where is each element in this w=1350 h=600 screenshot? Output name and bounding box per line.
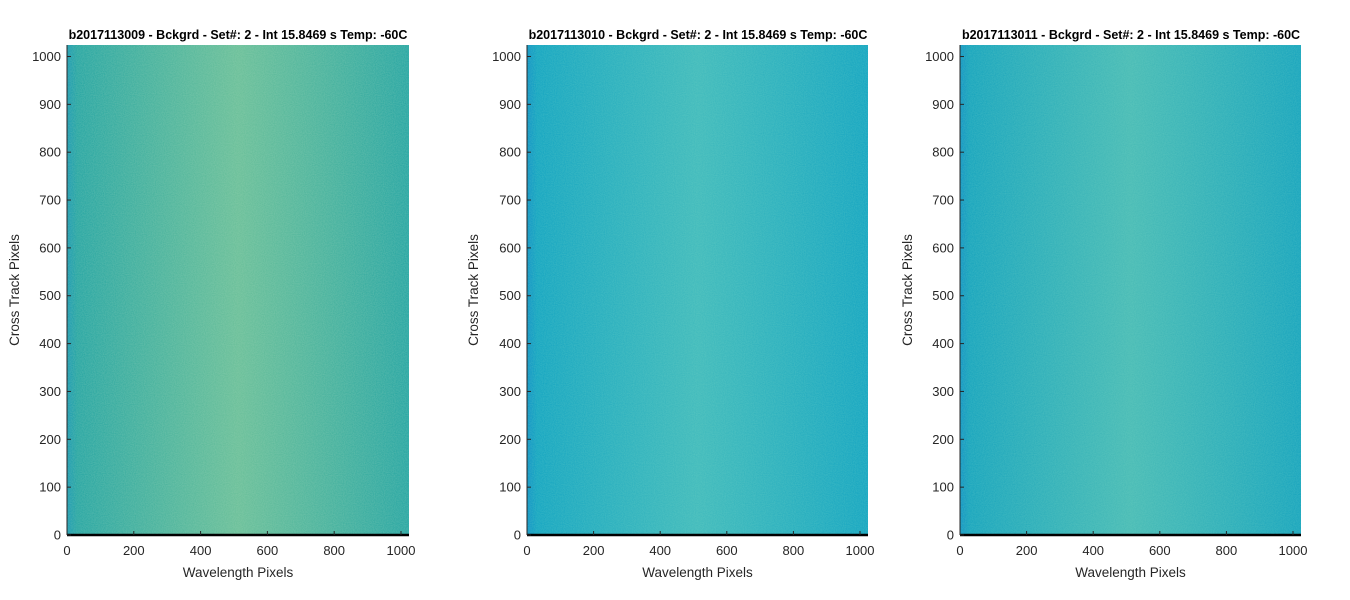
y-tick-label: 1000 — [32, 49, 61, 64]
y-tick-label: 800 — [932, 145, 954, 160]
y-axis-label: Cross Track Pixels — [7, 234, 22, 346]
y-tick-label: 600 — [932, 240, 954, 255]
chart-title: b2017113010 - Bckgrd - Set#: 2 - Int 15.… — [529, 28, 868, 42]
y-tick-label: 0 — [947, 528, 954, 543]
y-tick-label: 600 — [39, 240, 61, 255]
x-tick-label: 600 — [257, 543, 279, 558]
x-tick-label: 200 — [583, 543, 605, 558]
y-tick-label: 400 — [39, 336, 61, 351]
x-tick-label: 1000 — [387, 543, 416, 558]
y-axis-label: Cross Track Pixels — [466, 234, 481, 346]
x-axis-label: Wavelength Pixels — [1075, 565, 1186, 580]
x-tick-label: 800 — [1216, 543, 1238, 558]
y-tick-label: 800 — [499, 145, 521, 160]
x-tick-label: 400 — [649, 543, 671, 558]
x-tick-label: 600 — [716, 543, 738, 558]
x-tick-label: 400 — [1082, 543, 1104, 558]
panel-2: 0 100 200 300 400 500 600 700 800 900 1000 0 200 400 6… — [466, 28, 874, 580]
heatmap-noise — [527, 45, 868, 535]
heatmap-noise — [67, 45, 409, 535]
y-tick-label: 1000 — [925, 49, 954, 64]
y-tick-label: 900 — [39, 97, 61, 112]
chart-title: b2017113011 - Bckgrd - Set#: 2 - Int 15.… — [962, 28, 1300, 42]
heatmap-noise — [960, 45, 1301, 535]
y-tick-label: 300 — [39, 384, 61, 399]
x-tick-label: 800 — [323, 543, 345, 558]
y-tick-label: 400 — [499, 336, 521, 351]
y-tick-label: 1000 — [492, 49, 521, 64]
y-tick-label: 500 — [932, 288, 954, 303]
y-tick-label: 900 — [932, 97, 954, 112]
y-tick-label: 900 — [499, 97, 521, 112]
y-tick-label: 700 — [39, 193, 61, 208]
panel-3: 0 100 200 300 400 500 600 700 800 900 1000 0 200 400 6… — [900, 28, 1307, 580]
y-tick-label: 200 — [39, 432, 61, 447]
y-tick-label: 0 — [54, 528, 61, 543]
y-tick-label: 700 — [932, 193, 954, 208]
y-tick-label: 600 — [499, 240, 521, 255]
y-tick-label: 700 — [499, 193, 521, 208]
x-tick-label: 1000 — [1279, 543, 1308, 558]
panel-1: 0 100 200 300 400 500 600 700 800 900 1000 0 200 400 6… — [7, 28, 415, 580]
x-tick-label: 200 — [123, 543, 145, 558]
x-tick-label: 1000 — [846, 543, 875, 558]
x-tick-label: 0 — [956, 543, 963, 558]
x-tick-label: 400 — [190, 543, 212, 558]
x-tick-label: 200 — [1016, 543, 1038, 558]
y-tick-label: 300 — [932, 384, 954, 399]
y-tick-label: 100 — [932, 480, 954, 495]
y-tick-label: 400 — [932, 336, 954, 351]
x-axis-label: Wavelength Pixels — [183, 565, 294, 580]
y-tick-label: 100 — [499, 480, 521, 495]
y-tick-label: 200 — [932, 432, 954, 447]
chart-title: b2017113009 - Bckgrd - Set#: 2 - Int 15.… — [69, 28, 408, 42]
x-tick-label: 0 — [63, 543, 70, 558]
y-axis-label: Cross Track Pixels — [900, 234, 915, 346]
y-tick-label: 800 — [39, 145, 61, 160]
y-tick-label: 0 — [514, 528, 521, 543]
x-axis-label: Wavelength Pixels — [642, 565, 753, 580]
y-tick-label: 300 — [499, 384, 521, 399]
x-tick-label: 800 — [783, 543, 805, 558]
y-tick-label: 500 — [499, 288, 521, 303]
y-tick-label: 500 — [39, 288, 61, 303]
y-tick-label: 100 — [39, 480, 61, 495]
x-tick-label: 600 — [1149, 543, 1171, 558]
y-tick-label: 200 — [499, 432, 521, 447]
x-tick-label: 0 — [523, 543, 530, 558]
